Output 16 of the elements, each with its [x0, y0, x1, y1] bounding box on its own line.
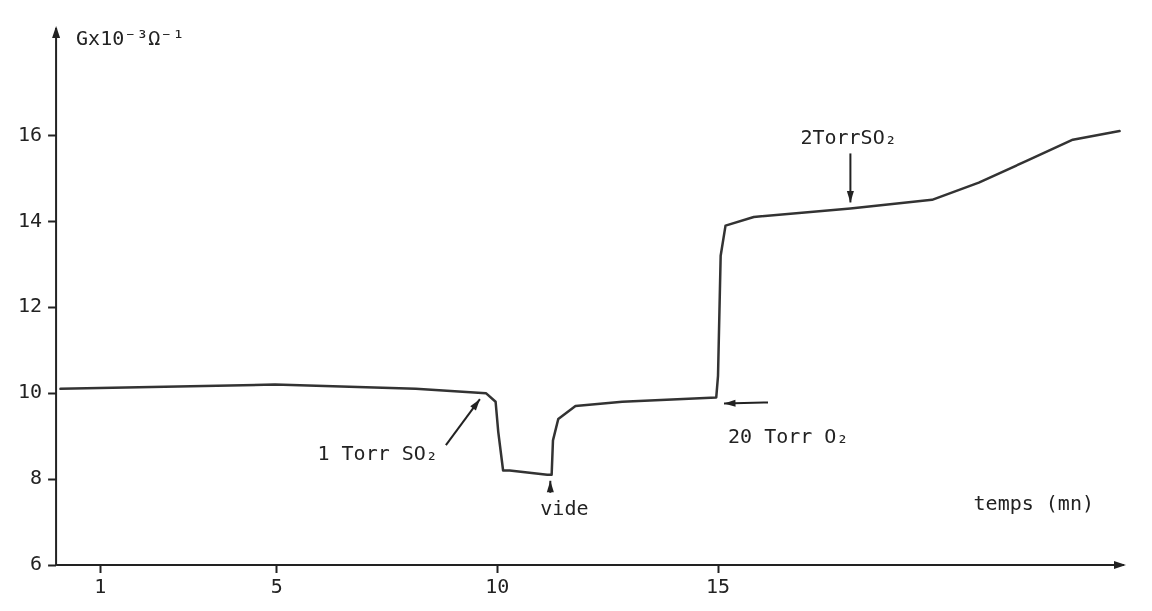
x-tick-label: 10	[485, 574, 510, 599]
y-tick-label: 16	[17, 121, 43, 146]
x-tick-label: 1	[94, 574, 107, 599]
annotation: vide	[540, 495, 589, 520]
y-axis-title: Gx10⁻³Ω⁻¹	[76, 26, 185, 51]
y-tick-label: 14	[17, 207, 43, 232]
x-tick-label: 5	[270, 574, 283, 599]
y-tick-label: 6	[30, 551, 43, 576]
y-tick-label: 8	[30, 465, 43, 490]
x-tick-label: 15	[705, 574, 731, 599]
y-tick-label: 12	[17, 293, 43, 318]
annotation: 1 Torr SO₂	[317, 441, 438, 466]
y-tick-label: 10	[17, 379, 43, 404]
x-axis-title: temps (mn)	[973, 491, 1094, 516]
annotation: 2TorrSO₂	[800, 124, 897, 149]
annotation: 20 Torr O₂	[728, 423, 849, 448]
